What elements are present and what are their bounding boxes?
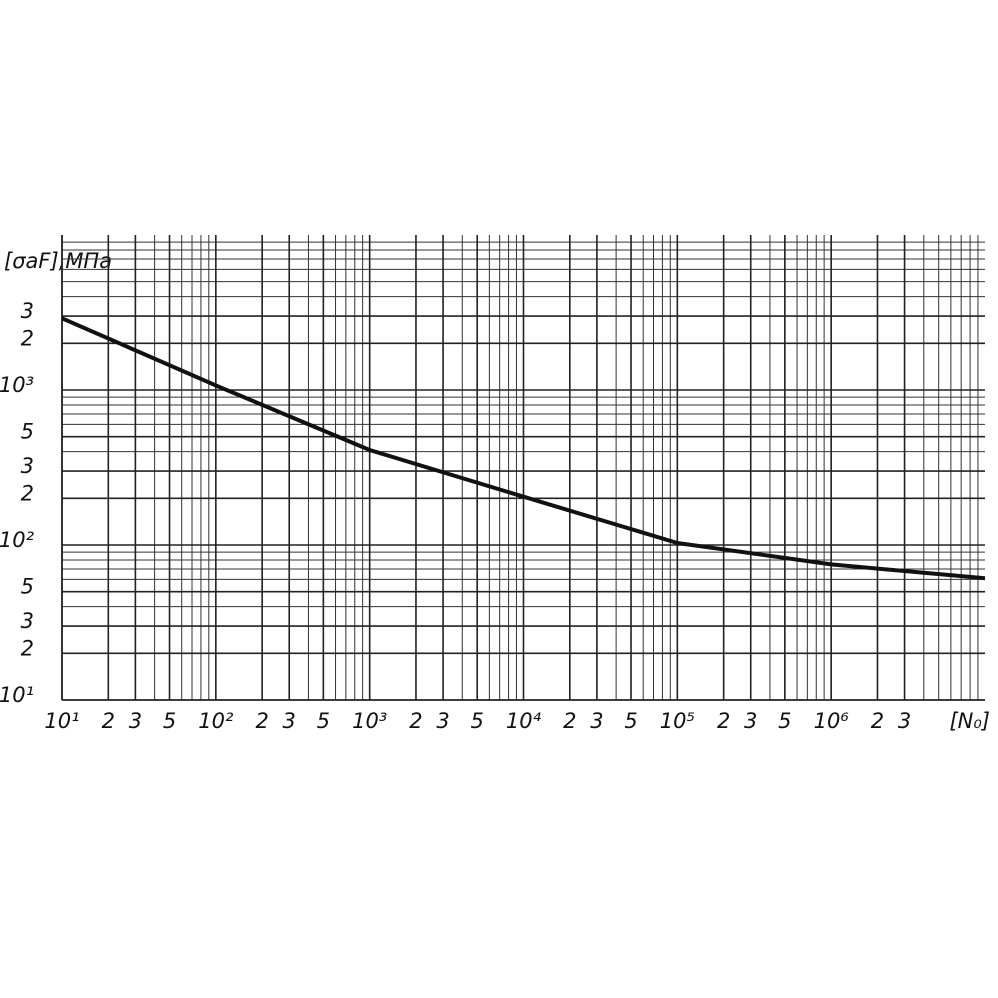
x-tick-label: 10⁵ <box>660 709 695 733</box>
x-tick-label: 5 <box>471 709 484 733</box>
x-tick-label: 2 <box>563 709 576 733</box>
x-tick-label: 3 <box>898 709 911 733</box>
y-tick-label: 3 <box>21 299 34 323</box>
y-tick-label: 10³ <box>0 373 34 397</box>
x-tick-label: 5 <box>163 709 176 733</box>
y-tick-label: 5 <box>21 420 34 444</box>
x-tick-label: 5 <box>317 709 330 733</box>
x-tick-label: 3 <box>744 709 757 733</box>
x-tick-label: 5 <box>778 709 791 733</box>
x-tick-label: 3 <box>129 709 142 733</box>
x-tick-label: 2 <box>871 709 884 733</box>
x-tick-label: 3 <box>436 709 449 733</box>
y-tick-label: 2 <box>21 481 34 505</box>
x-tick-label: 3 <box>283 709 296 733</box>
x-tick-label: 10² <box>198 709 234 733</box>
x-tick-label: 2 <box>409 709 422 733</box>
x-axis-label: [N₀] <box>949 709 990 733</box>
x-tick-label: 2 <box>255 709 268 733</box>
x-tick-label: 10⁶ <box>814 709 849 733</box>
y-tick-label: 10² <box>0 528 35 552</box>
y-tick-label: 10¹ <box>0 683 34 707</box>
x-tick-label: 10⁴ <box>506 709 542 733</box>
x-tick-label: 2 <box>717 709 730 733</box>
y-tick-label: 2 <box>21 326 34 350</box>
x-tick-label: 2 <box>102 709 115 733</box>
x-tick-label: 10³ <box>352 709 387 733</box>
x-tick-label: 5 <box>624 709 637 733</box>
y-tick-label: 2 <box>21 636 34 660</box>
x-tick-label: 10¹ <box>44 709 79 733</box>
x-tick-label: 3 <box>590 709 603 733</box>
y-tick-label: 3 <box>21 454 34 478</box>
y-tick-label: 3 <box>21 609 34 633</box>
data-line <box>61 316 986 581</box>
y-tick-label: 5 <box>21 575 34 599</box>
